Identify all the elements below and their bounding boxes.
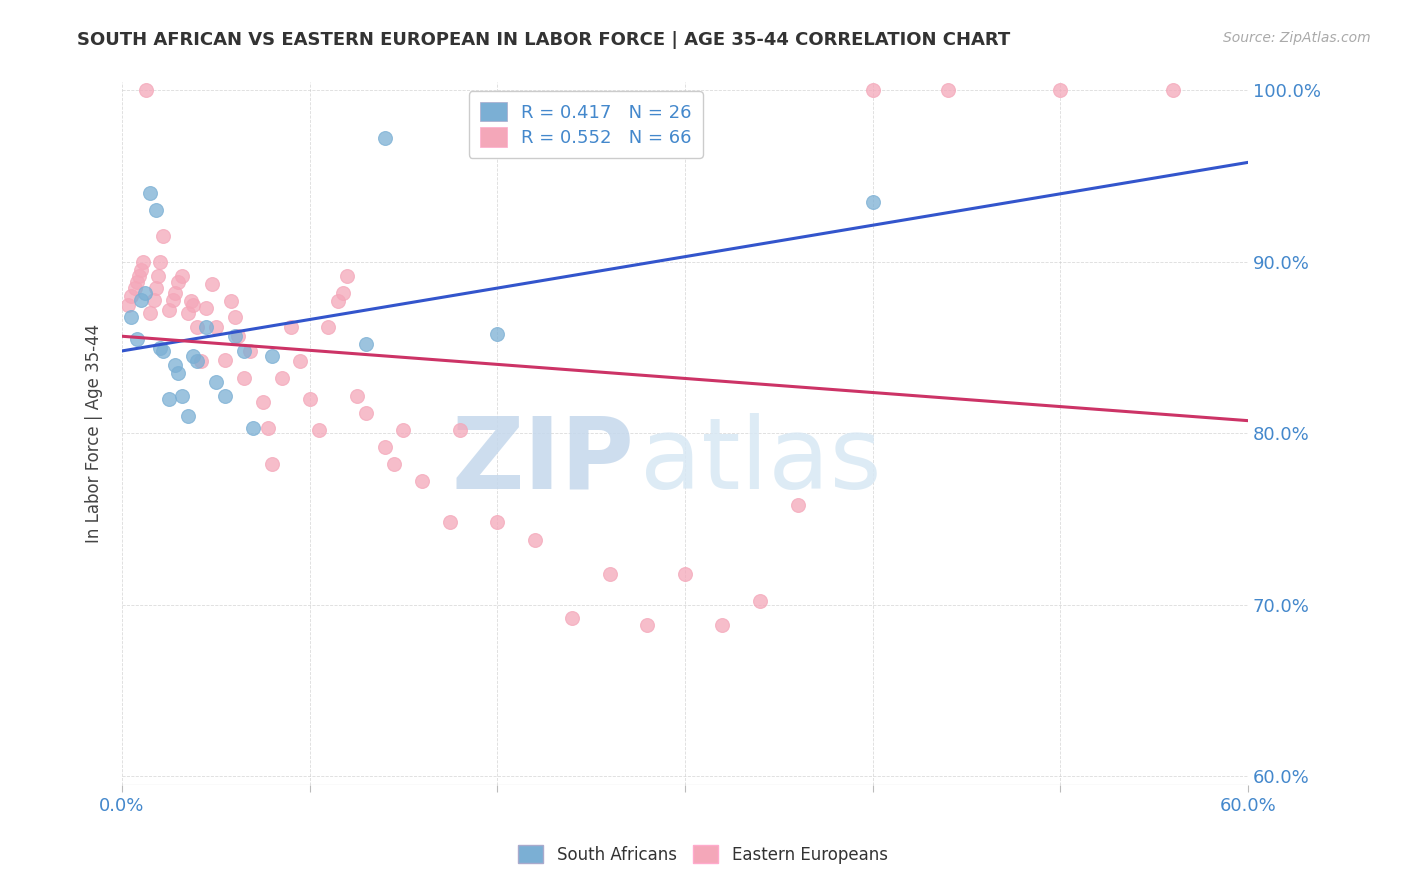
Point xyxy=(139,186,162,201)
Point xyxy=(242,421,264,435)
Point xyxy=(152,229,174,244)
Point xyxy=(195,320,218,334)
Point xyxy=(201,277,224,292)
Point xyxy=(374,131,396,145)
Point xyxy=(214,352,236,367)
Point xyxy=(862,83,884,97)
Point xyxy=(180,294,202,309)
Point xyxy=(177,306,200,320)
Point xyxy=(318,320,340,334)
Point xyxy=(214,389,236,403)
Point xyxy=(257,421,280,435)
Legend: R = 0.417   N = 26, R = 0.552   N = 66: R = 0.417 N = 26, R = 0.552 N = 66 xyxy=(468,91,703,158)
Point xyxy=(145,203,167,218)
Point xyxy=(346,389,368,403)
Point xyxy=(146,268,169,283)
Legend: South Africans, Eastern Europeans: South Africans, Eastern Europeans xyxy=(512,838,894,871)
Point xyxy=(1161,83,1184,97)
Point xyxy=(167,367,190,381)
Point xyxy=(270,371,292,385)
Point xyxy=(129,263,152,277)
Point xyxy=(183,349,205,363)
Point xyxy=(152,344,174,359)
Point xyxy=(326,294,349,309)
Point xyxy=(354,406,377,420)
Point xyxy=(252,395,274,409)
Point xyxy=(224,310,246,324)
Point xyxy=(332,285,354,300)
Point xyxy=(486,326,509,341)
Point xyxy=(439,516,461,530)
Point xyxy=(786,499,808,513)
Point xyxy=(599,566,621,581)
Point xyxy=(120,310,142,324)
Point xyxy=(636,618,658,632)
Point xyxy=(233,371,256,385)
Point xyxy=(936,83,959,97)
Point xyxy=(145,280,167,294)
Point xyxy=(749,594,772,608)
Point xyxy=(523,533,546,547)
Point xyxy=(134,285,156,300)
Point xyxy=(186,354,208,368)
Point xyxy=(561,611,583,625)
Point xyxy=(157,302,180,317)
Point xyxy=(162,293,184,307)
Point xyxy=(139,306,162,320)
Point xyxy=(233,344,256,359)
Point xyxy=(411,475,433,489)
Point xyxy=(280,320,302,334)
Point xyxy=(125,332,148,346)
Point xyxy=(117,298,139,312)
Text: SOUTH AFRICAN VS EASTERN EUROPEAN IN LABOR FORCE | AGE 35-44 CORRELATION CHART: SOUTH AFRICAN VS EASTERN EUROPEAN IN LAB… xyxy=(77,31,1011,49)
Y-axis label: In Labor Force | Age 35-44: In Labor Force | Age 35-44 xyxy=(86,324,103,543)
Text: Source: ZipAtlas.com: Source: ZipAtlas.com xyxy=(1223,31,1371,45)
Point xyxy=(172,389,194,403)
Point xyxy=(239,344,262,359)
Point xyxy=(190,354,212,368)
Text: atlas: atlas xyxy=(640,413,882,510)
Point xyxy=(129,293,152,307)
Point xyxy=(128,268,150,283)
Point xyxy=(186,320,208,334)
Point xyxy=(219,294,242,309)
Point xyxy=(290,354,312,368)
Point xyxy=(177,409,200,424)
Point xyxy=(148,341,170,355)
Point xyxy=(711,618,734,632)
Point xyxy=(392,423,415,437)
Point xyxy=(205,375,228,389)
Point xyxy=(142,293,165,307)
Point xyxy=(308,423,330,437)
Point xyxy=(163,285,186,300)
Point xyxy=(131,255,153,269)
Point xyxy=(262,457,284,471)
Point xyxy=(298,392,321,406)
Text: ZIP: ZIP xyxy=(451,413,634,510)
Point xyxy=(224,328,246,343)
Point xyxy=(205,320,228,334)
Point xyxy=(374,440,396,454)
Point xyxy=(354,337,377,351)
Point xyxy=(336,268,359,283)
Point xyxy=(172,268,194,283)
Point xyxy=(262,349,284,363)
Point xyxy=(125,276,148,290)
Point xyxy=(486,516,509,530)
Point xyxy=(673,566,696,581)
Point xyxy=(228,328,250,343)
Point xyxy=(124,280,146,294)
Point xyxy=(120,289,142,303)
Point xyxy=(148,255,170,269)
Point xyxy=(135,83,157,97)
Point xyxy=(167,276,190,290)
Point xyxy=(157,392,180,406)
Point xyxy=(163,358,186,372)
Point xyxy=(1049,83,1071,97)
Point xyxy=(195,301,218,315)
Point xyxy=(382,457,405,471)
Point xyxy=(862,194,884,209)
Point xyxy=(183,298,205,312)
Point xyxy=(449,423,471,437)
